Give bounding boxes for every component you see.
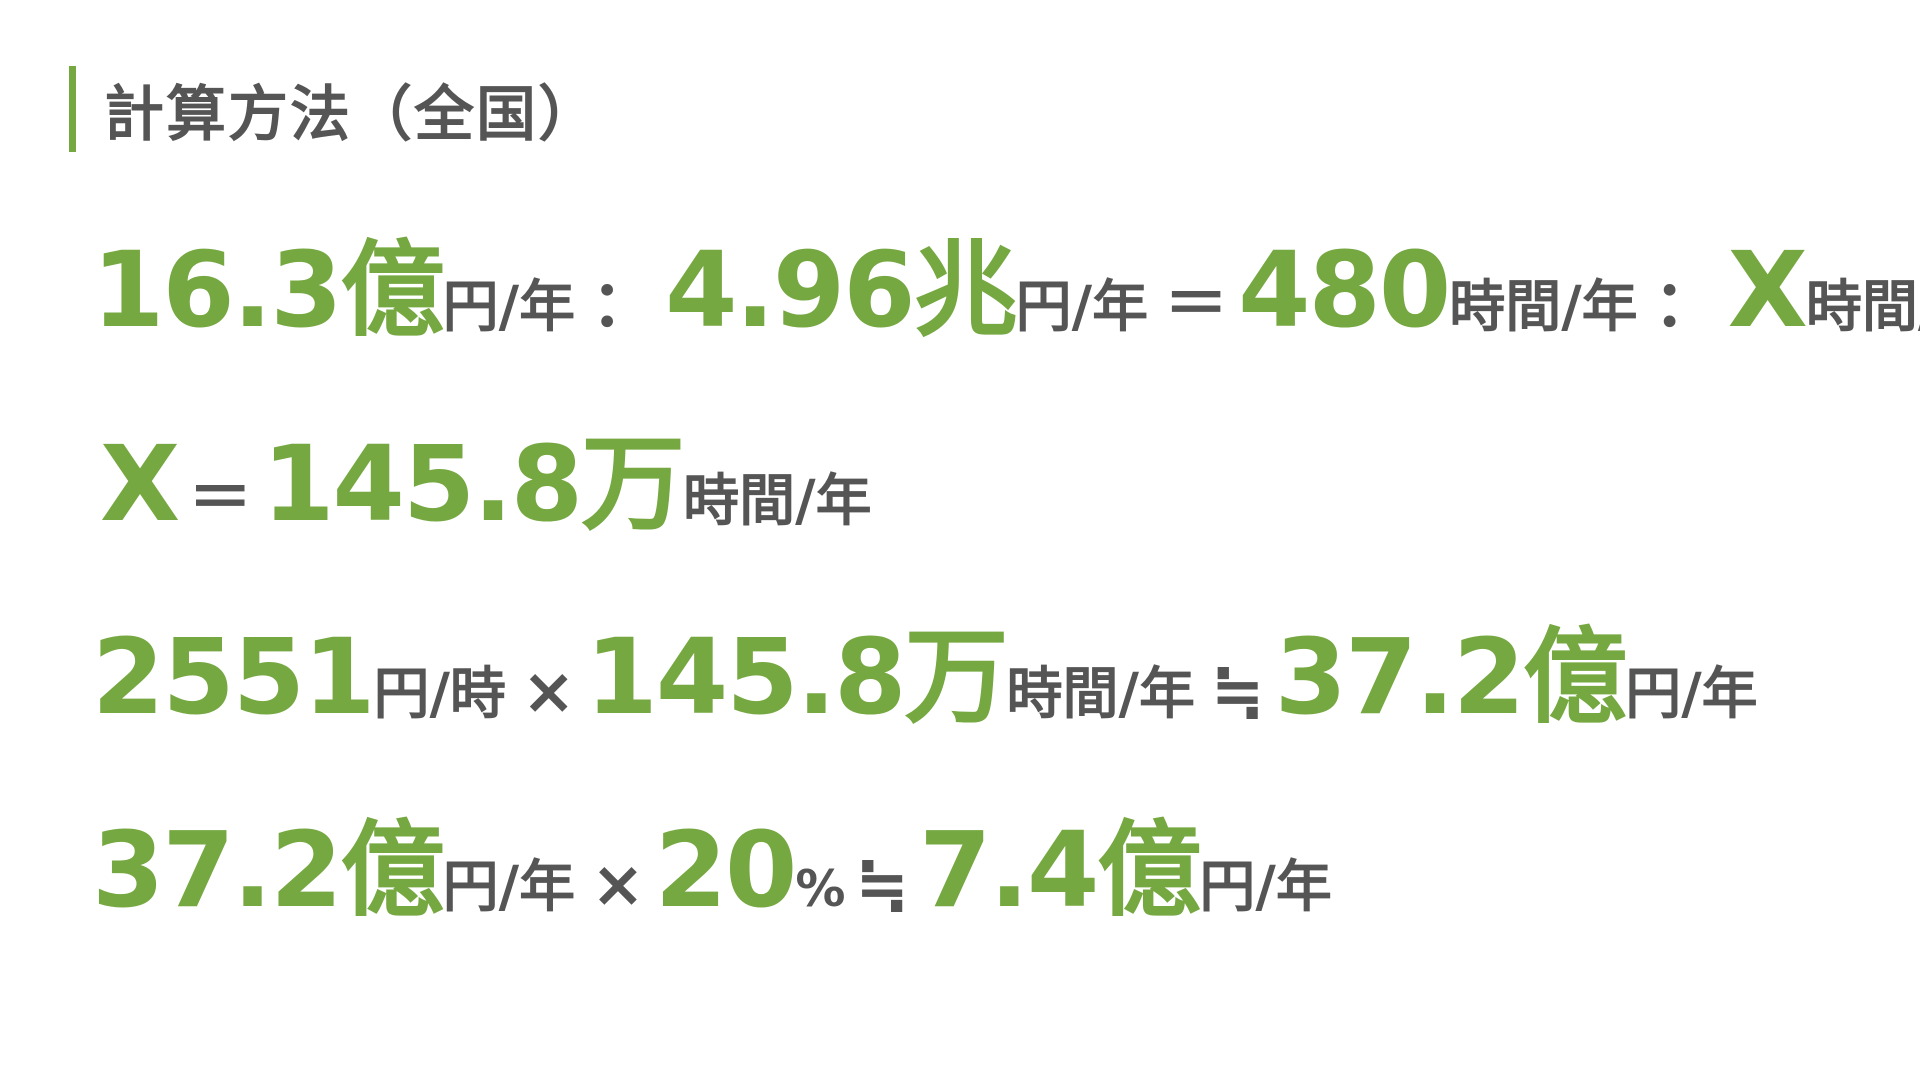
unit: 時間/年 bbox=[683, 469, 872, 534]
operator: ≒ bbox=[1210, 655, 1265, 729]
header-accent-bar bbox=[69, 66, 76, 152]
value: 480 bbox=[1238, 229, 1451, 351]
value: X bbox=[1727, 229, 1808, 351]
equation-line-1: 16.3億 円/年 ： 4.96兆 円/年 ＝ 480 時間/年 ： X 時間/… bbox=[92, 238, 1920, 342]
value: 37.2億 bbox=[1274, 616, 1628, 738]
value: X bbox=[100, 423, 180, 545]
operator: × bbox=[521, 655, 576, 729]
value: 145.8万 bbox=[585, 616, 1009, 738]
unit: 円/年 bbox=[1015, 275, 1149, 340]
value: 2551 bbox=[92, 616, 375, 738]
operator: ＝ bbox=[188, 462, 253, 536]
operator: ： bbox=[1653, 268, 1718, 342]
equation-line-2: X ＝ 145.8万 時間/年 bbox=[100, 432, 878, 536]
percent-sign: % bbox=[795, 860, 846, 918]
value: 7.4億 bbox=[919, 809, 1201, 931]
unit: 円/年 bbox=[1625, 662, 1758, 727]
unit: 円/年 bbox=[1199, 855, 1332, 920]
unit: 円/時 bbox=[373, 662, 506, 727]
operator: ≒ bbox=[855, 848, 910, 922]
value: 20 bbox=[654, 809, 798, 931]
page-title: 計算方法（全国） bbox=[104, 79, 600, 150]
page-header: 計算方法（全国） bbox=[69, 66, 600, 152]
operator: ＝ bbox=[1164, 268, 1229, 342]
unit: 円/年 bbox=[442, 855, 576, 920]
value: 145.8万 bbox=[262, 423, 685, 545]
unit: 時間/年 bbox=[1805, 275, 1920, 340]
unit: 時間/年 bbox=[1449, 275, 1638, 340]
unit: 時間/年 bbox=[1006, 662, 1195, 727]
equation-line-3: 2551 円/時 × 145.8万 時間/年 ≒ 37.2億 円/年 bbox=[92, 625, 1764, 729]
equation-line-4: 37.2億 円/年 × 20 % ≒ 7.4億 円/年 bbox=[92, 818, 1338, 922]
value: 16.3億 bbox=[92, 229, 445, 351]
operator: ： bbox=[591, 268, 656, 342]
operator: × bbox=[591, 848, 645, 922]
value: 4.96兆 bbox=[665, 229, 1018, 351]
value: 37.2億 bbox=[92, 809, 445, 931]
unit: 円/年 bbox=[442, 275, 576, 340]
